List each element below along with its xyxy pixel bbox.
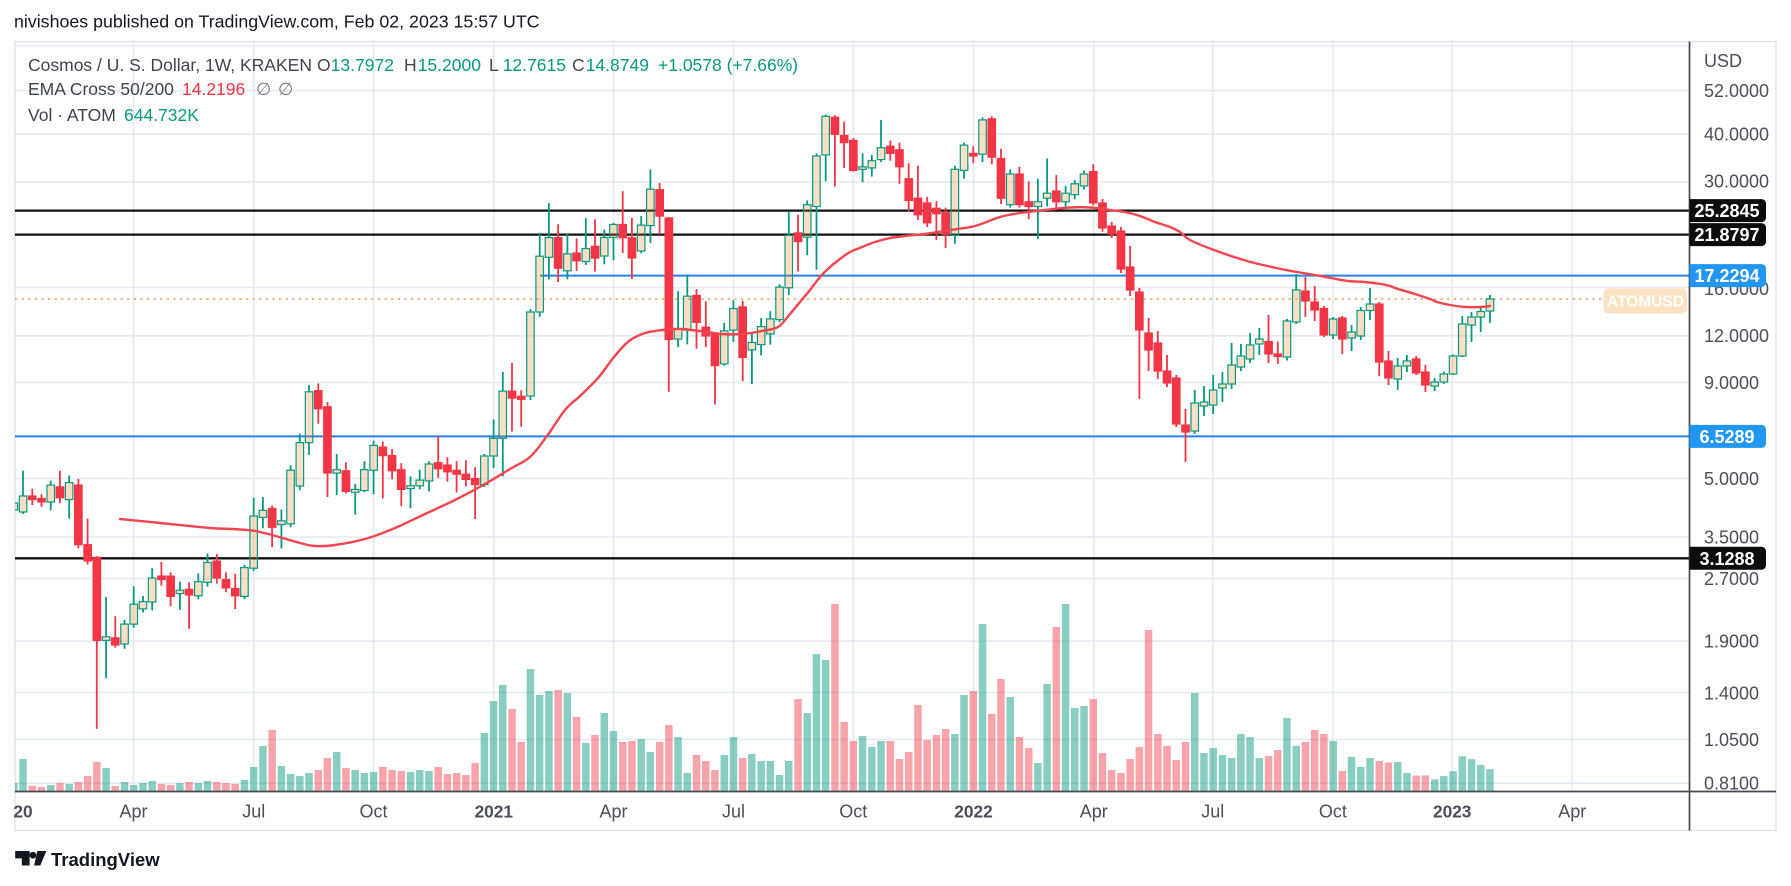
svg-text:25.2845: 25.2845 [1694,201,1759,221]
svg-text:30.0000: 30.0000 [1704,172,1769,192]
svg-text:2.7000: 2.7000 [1704,569,1759,589]
svg-text:Vol · ATOM: Vol · ATOM [28,105,116,125]
svg-text:Jul: Jul [722,802,745,822]
svg-text:3.1288: 3.1288 [1699,549,1754,569]
svg-text:12.7615: 12.7615 [503,55,566,75]
svg-text:∅: ∅ [278,79,293,99]
svg-text:0.8100: 0.8100 [1704,774,1759,794]
svg-text:nivishoes published on Trading: nivishoes published on TradingView.com, … [14,12,540,32]
svg-text:Apr: Apr [1558,802,1586,822]
svg-text:Oct: Oct [839,802,867,822]
svg-text:2021: 2021 [475,802,514,822]
svg-text:Jul: Jul [242,802,265,822]
svg-text:6.5289: 6.5289 [1699,427,1754,447]
svg-text:Apr: Apr [119,802,147,822]
svg-text:2023: 2023 [1433,802,1471,822]
svg-text:TradingView: TradingView [51,849,160,870]
svg-text:Jul: Jul [1201,802,1224,822]
svg-text:17.2294: 17.2294 [1694,266,1759,286]
svg-text:13.7972: 13.7972 [331,55,394,75]
svg-text:Cosmos / U. S. Dollar, 1W, KRA: Cosmos / U. S. Dollar, 1W, KRAKEN [28,55,312,75]
svg-text:5.0000: 5.0000 [1704,469,1759,489]
svg-text:L: L [489,55,499,75]
svg-text:3.5000: 3.5000 [1704,528,1759,548]
svg-text:12.0000: 12.0000 [1704,326,1769,346]
svg-text:C: C [572,55,585,75]
svg-text:Apr: Apr [1080,802,1108,822]
svg-text:644.732K: 644.732K [124,105,199,125]
svg-text:15.2000: 15.2000 [418,55,482,75]
svg-text:52.0000: 52.0000 [1704,81,1769,101]
svg-text:O: O [317,55,331,75]
svg-text:2022: 2022 [954,802,992,822]
svg-text:1.0500: 1.0500 [1704,730,1759,750]
svg-text:14.2196: 14.2196 [182,79,245,99]
svg-text:21.8797: 21.8797 [1694,225,1759,245]
svg-text:40.0000: 40.0000 [1704,125,1769,145]
svg-text:+1.0578 (+7.66%): +1.0578 (+7.66%) [658,55,798,75]
svg-text:H: H [404,55,417,75]
svg-text:ATOMUSD: ATOMUSD [1607,294,1684,311]
svg-text:Oct: Oct [359,802,387,822]
svg-text:Apr: Apr [599,802,627,822]
svg-text:14.8749: 14.8749 [586,55,649,75]
svg-text:Oct: Oct [1319,802,1347,822]
svg-text:20: 20 [13,802,32,822]
svg-text:∅: ∅ [256,79,271,99]
svg-text:9.0000: 9.0000 [1704,373,1759,393]
svg-text:1.4000: 1.4000 [1704,684,1759,704]
svg-text:USD: USD [1704,51,1742,71]
svg-text:1.9000: 1.9000 [1704,632,1759,652]
svg-text:EMA Cross 50/200: EMA Cross 50/200 [28,79,174,99]
